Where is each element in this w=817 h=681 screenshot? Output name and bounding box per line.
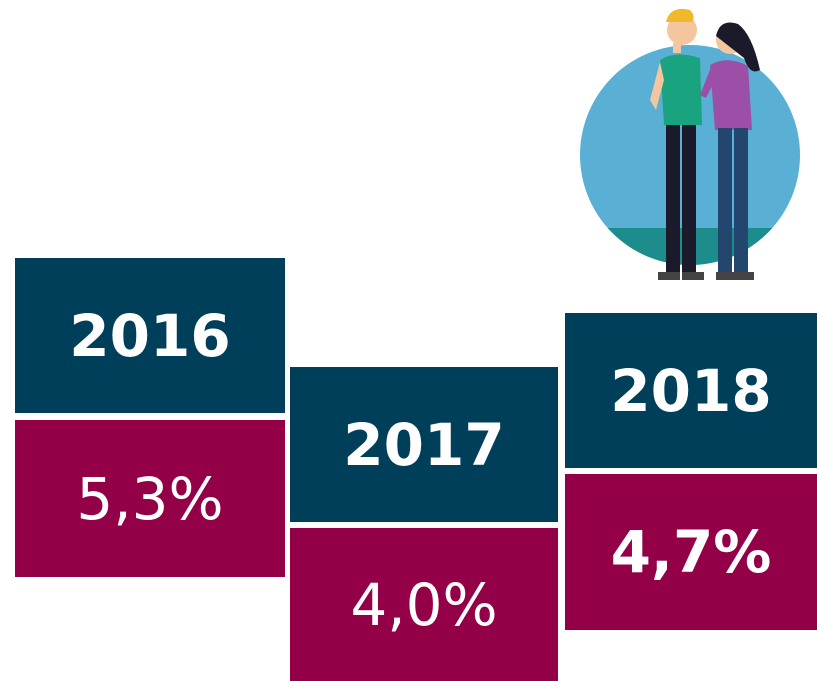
value-box: 5,3% <box>15 420 285 577</box>
page: 2016 5,3% 2017 4,0% 2018 4,7% (() => { c… <box>0 0 817 681</box>
year-box: 2016 <box>15 258 285 413</box>
year-box: 2017 <box>290 367 558 522</box>
illustration <box>560 0 817 300</box>
value-box: 4,0% <box>290 528 558 681</box>
value-box: 4,7% <box>565 474 817 630</box>
year-box: 2018 <box>565 313 817 468</box>
